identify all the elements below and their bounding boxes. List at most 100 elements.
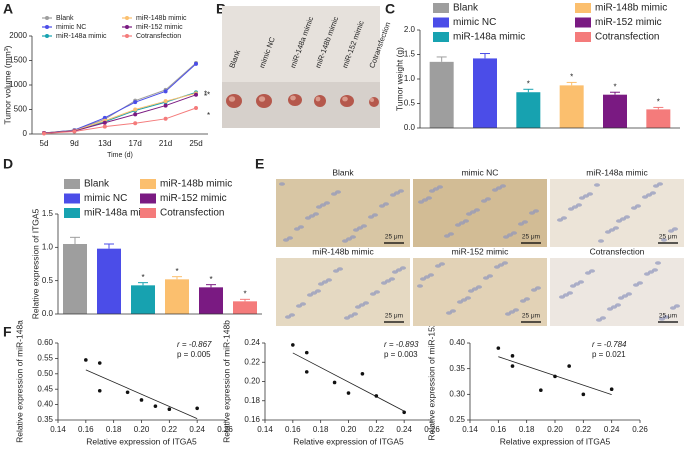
photo-floor bbox=[222, 82, 380, 128]
nucleus bbox=[466, 212, 472, 216]
micrograph-label: miR-148a mimic bbox=[586, 167, 648, 177]
nucleus bbox=[511, 231, 517, 235]
nucleus bbox=[446, 311, 452, 315]
y-tick-label: 1000 bbox=[9, 80, 27, 89]
nucleus bbox=[426, 196, 432, 200]
x-tick-label: 25d bbox=[189, 139, 202, 148]
nucleus bbox=[350, 235, 356, 239]
panel-label: A bbox=[3, 1, 13, 17]
x-tick-label: 0.22 bbox=[369, 425, 385, 434]
nucleus bbox=[611, 305, 617, 309]
point bbox=[567, 364, 571, 368]
nucleus bbox=[396, 268, 402, 272]
nucleus bbox=[448, 232, 454, 236]
point bbox=[194, 92, 198, 97]
nucleus bbox=[398, 189, 404, 193]
x-axis-label: Time (d) bbox=[107, 152, 133, 159]
micrograph-label: Blank bbox=[332, 167, 354, 177]
y-tick-label: 0.5 bbox=[42, 276, 54, 285]
point bbox=[360, 372, 365, 376]
legend-marker bbox=[125, 25, 129, 29]
nucleus bbox=[646, 193, 652, 197]
nucleus bbox=[648, 270, 654, 274]
tumor bbox=[340, 95, 354, 107]
point bbox=[97, 388, 102, 393]
micrograph bbox=[413, 258, 547, 326]
legend-swatch bbox=[140, 193, 156, 204]
nucleus bbox=[513, 308, 519, 312]
nucleus bbox=[285, 315, 291, 319]
nucleus bbox=[576, 203, 582, 207]
point bbox=[72, 129, 77, 134]
point bbox=[139, 398, 144, 402]
legend-swatch bbox=[575, 32, 591, 42]
nucleus bbox=[518, 222, 524, 226]
nucleus bbox=[485, 197, 491, 201]
significance: * bbox=[570, 73, 573, 82]
nucleus bbox=[609, 228, 615, 232]
significance: * bbox=[613, 82, 616, 91]
point bbox=[346, 391, 351, 395]
x-tick-label: 0.16 bbox=[285, 425, 301, 434]
nucleus bbox=[620, 217, 626, 221]
x-tick-label: 5d bbox=[40, 139, 49, 148]
y-tick-label: 0.25 bbox=[449, 415, 465, 424]
panel-label: B bbox=[216, 1, 226, 17]
point bbox=[496, 346, 501, 350]
nucleus bbox=[657, 182, 663, 186]
nucleus bbox=[296, 304, 302, 308]
x-tick-label: 0.18 bbox=[519, 425, 535, 434]
nucleus bbox=[422, 198, 428, 202]
nucleus bbox=[300, 302, 306, 306]
nucleus bbox=[557, 218, 563, 222]
nucleus bbox=[324, 201, 330, 205]
stat-label: r = -0.893 bbox=[384, 340, 419, 349]
nucleus bbox=[353, 228, 359, 232]
point bbox=[304, 350, 309, 355]
legend-label: miR-148b mimic bbox=[136, 15, 187, 22]
x-tick-label: 0.14 bbox=[462, 425, 478, 434]
significance: * bbox=[209, 275, 212, 284]
annotation: * bbox=[204, 89, 207, 98]
x-tick-label: 0.16 bbox=[491, 425, 507, 434]
nucleus bbox=[613, 226, 619, 230]
bar bbox=[97, 248, 121, 314]
nucleus bbox=[439, 262, 445, 266]
nucleus bbox=[455, 223, 461, 227]
nucleus bbox=[385, 279, 391, 283]
nucleus bbox=[342, 239, 348, 243]
x-tick-label: 21d bbox=[159, 139, 172, 148]
nucleus bbox=[524, 297, 530, 301]
x-tick-label: 0.14 bbox=[257, 425, 273, 434]
micrograph bbox=[276, 258, 410, 326]
nucleus bbox=[567, 291, 573, 295]
y-tick-label: 1.0 bbox=[42, 242, 54, 251]
nucleus bbox=[374, 290, 380, 294]
y-axis-label: Tumor weight (g) bbox=[394, 47, 404, 111]
nucleus bbox=[672, 227, 678, 231]
point bbox=[153, 404, 158, 408]
x-axis-label: Relative expression of ITGA5 bbox=[293, 436, 404, 446]
nucleus bbox=[492, 188, 498, 192]
point bbox=[133, 121, 138, 126]
point bbox=[539, 388, 543, 393]
y-tick-label: 0.50 bbox=[37, 369, 53, 378]
nucleus bbox=[535, 286, 541, 290]
nucleus bbox=[383, 202, 389, 206]
series-line bbox=[43, 63, 197, 134]
point bbox=[609, 387, 614, 392]
nucleus bbox=[379, 204, 385, 208]
nucleus bbox=[394, 191, 400, 195]
nucleus bbox=[533, 209, 539, 213]
nucleus bbox=[390, 193, 396, 197]
legend-marker bbox=[125, 34, 129, 38]
legend-swatch bbox=[433, 17, 449, 28]
y-tick-label: 0.35 bbox=[37, 415, 53, 424]
tumor-highlight bbox=[290, 95, 296, 101]
stat-label: p = 0.021 bbox=[592, 350, 626, 359]
y-axis-label: Tumor volume (mm³) bbox=[2, 45, 12, 124]
nucleus bbox=[498, 263, 504, 267]
legend-swatch bbox=[575, 17, 591, 28]
x-tick-label: 0.16 bbox=[78, 425, 94, 434]
nucleus bbox=[626, 292, 632, 296]
